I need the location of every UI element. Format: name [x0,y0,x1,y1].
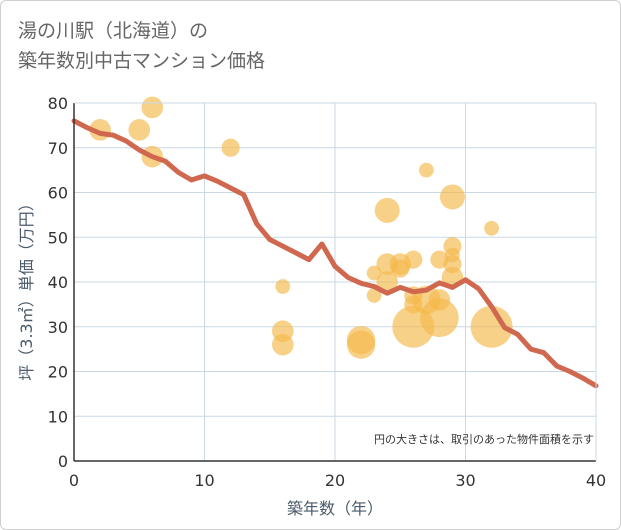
x-tick-label: 0 [69,471,79,490]
x-tick-label: 10 [194,471,214,490]
chart-title: 湯の川駅（北海道）の 築年数別中古マンション価格 [18,20,266,72]
y-tick-label: 60 [48,184,68,203]
bubble-point [376,271,399,293]
bubble-point [404,250,423,269]
bubble-point [374,197,400,223]
size-note: 円の大きさは、取引のあった物件面積を示す [374,432,594,446]
y-tick-label: 50 [48,228,68,247]
bubble-point [418,162,434,178]
bubble-point [275,279,291,294]
tick-labels: 0 10 20 30 40 50 60 70 80 0 10 20 30 40 [48,94,607,490]
y-tick-label: 10 [48,407,68,426]
line-series [71,118,599,389]
bubble-point [128,119,151,141]
bubble-point [420,298,459,338]
plot-frame [73,102,597,462]
x-axis-title: 築年数（年） [287,499,383,518]
y-tick-label: 70 [48,139,68,158]
bubble-series [89,96,513,359]
bubble-point [221,138,240,157]
bubble-point [272,333,294,356]
y-axis-title: 坪（3.3㎡）単価（万円） [17,195,36,380]
y-tick-label: 80 [48,94,68,113]
average-price-line [71,118,599,389]
bubble-point [366,288,382,303]
bubble-point [391,259,410,278]
bubble-point [346,330,376,359]
y-tick-label: 30 [48,318,68,337]
bubble-point [439,184,465,210]
x-tick-label: 20 [325,471,345,490]
x-tick-label: 30 [455,471,475,490]
y-tick-label: 40 [48,273,68,292]
bubble-point [141,96,164,119]
bubble-point [484,220,499,236]
y-tick-label: 0 [58,452,68,471]
bubble-point [470,305,513,348]
x-tick-label: 40 [586,471,606,490]
y-tick-label: 20 [48,363,68,382]
